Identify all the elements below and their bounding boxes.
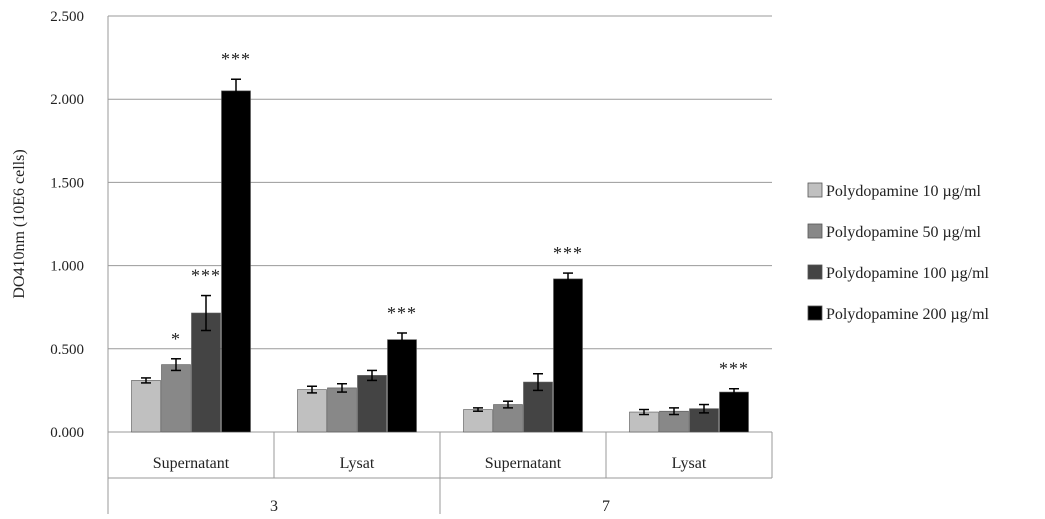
significance-marker: ***: [191, 266, 221, 286]
bar: [719, 391, 749, 433]
legend: Polydopamine 10 µg/ml Polydopamine 50 µg/…: [807, 182, 990, 323]
significance-marker: *: [171, 329, 181, 349]
y-tick-label: 0.000: [50, 425, 84, 441]
bar: [463, 409, 493, 433]
y-tick-label: 2.500: [50, 9, 84, 25]
bar: [297, 389, 327, 433]
significance-marker: ***: [387, 303, 417, 323]
bar: [387, 339, 417, 433]
bar: [161, 364, 191, 433]
bar: [357, 375, 387, 433]
bar: [221, 90, 251, 433]
y-tick-label: 1.500: [50, 175, 84, 191]
y-tick-label: 2.000: [50, 92, 84, 108]
legend-label: Polydopamine 50 µg/ml: [826, 224, 982, 241]
bar: [553, 278, 583, 433]
x-category-label: Supernatant: [485, 455, 562, 472]
legend-swatch: [807, 264, 823, 280]
legend-label: Polydopamine 10 µg/ml: [826, 183, 982, 200]
y-tick-label: 1.000: [50, 259, 84, 275]
x-group-label: 7: [602, 498, 610, 514]
axes: [107, 16, 773, 514]
x-group-label: 3: [270, 498, 278, 514]
significance-marker: ***: [221, 49, 251, 69]
labels: 0.0000.5001.0001.5002.0002.500*******Sup…: [11, 9, 749, 515]
y-axis-label: DO410nm (10E6 cells): [11, 149, 28, 298]
significance-marker: ***: [553, 243, 583, 263]
bar: [131, 380, 161, 433]
bars: [131, 78, 749, 433]
x-category-label: Lysat: [340, 455, 375, 472]
x-category-label: Supernatant: [153, 455, 230, 472]
legend-swatch: [807, 305, 823, 321]
legend-label: Polydopamine 100 µg/ml: [826, 265, 990, 282]
bar: [327, 387, 357, 433]
y-tick-label: 0.500: [50, 342, 84, 358]
significance-marker: ***: [719, 359, 749, 379]
legend-label: Polydopamine 200 µg/ml: [826, 306, 990, 323]
legend-swatch: [807, 182, 823, 198]
x-category-label: Lysat: [672, 455, 707, 472]
legend-swatch: [807, 223, 823, 239]
bar: [493, 404, 523, 433]
